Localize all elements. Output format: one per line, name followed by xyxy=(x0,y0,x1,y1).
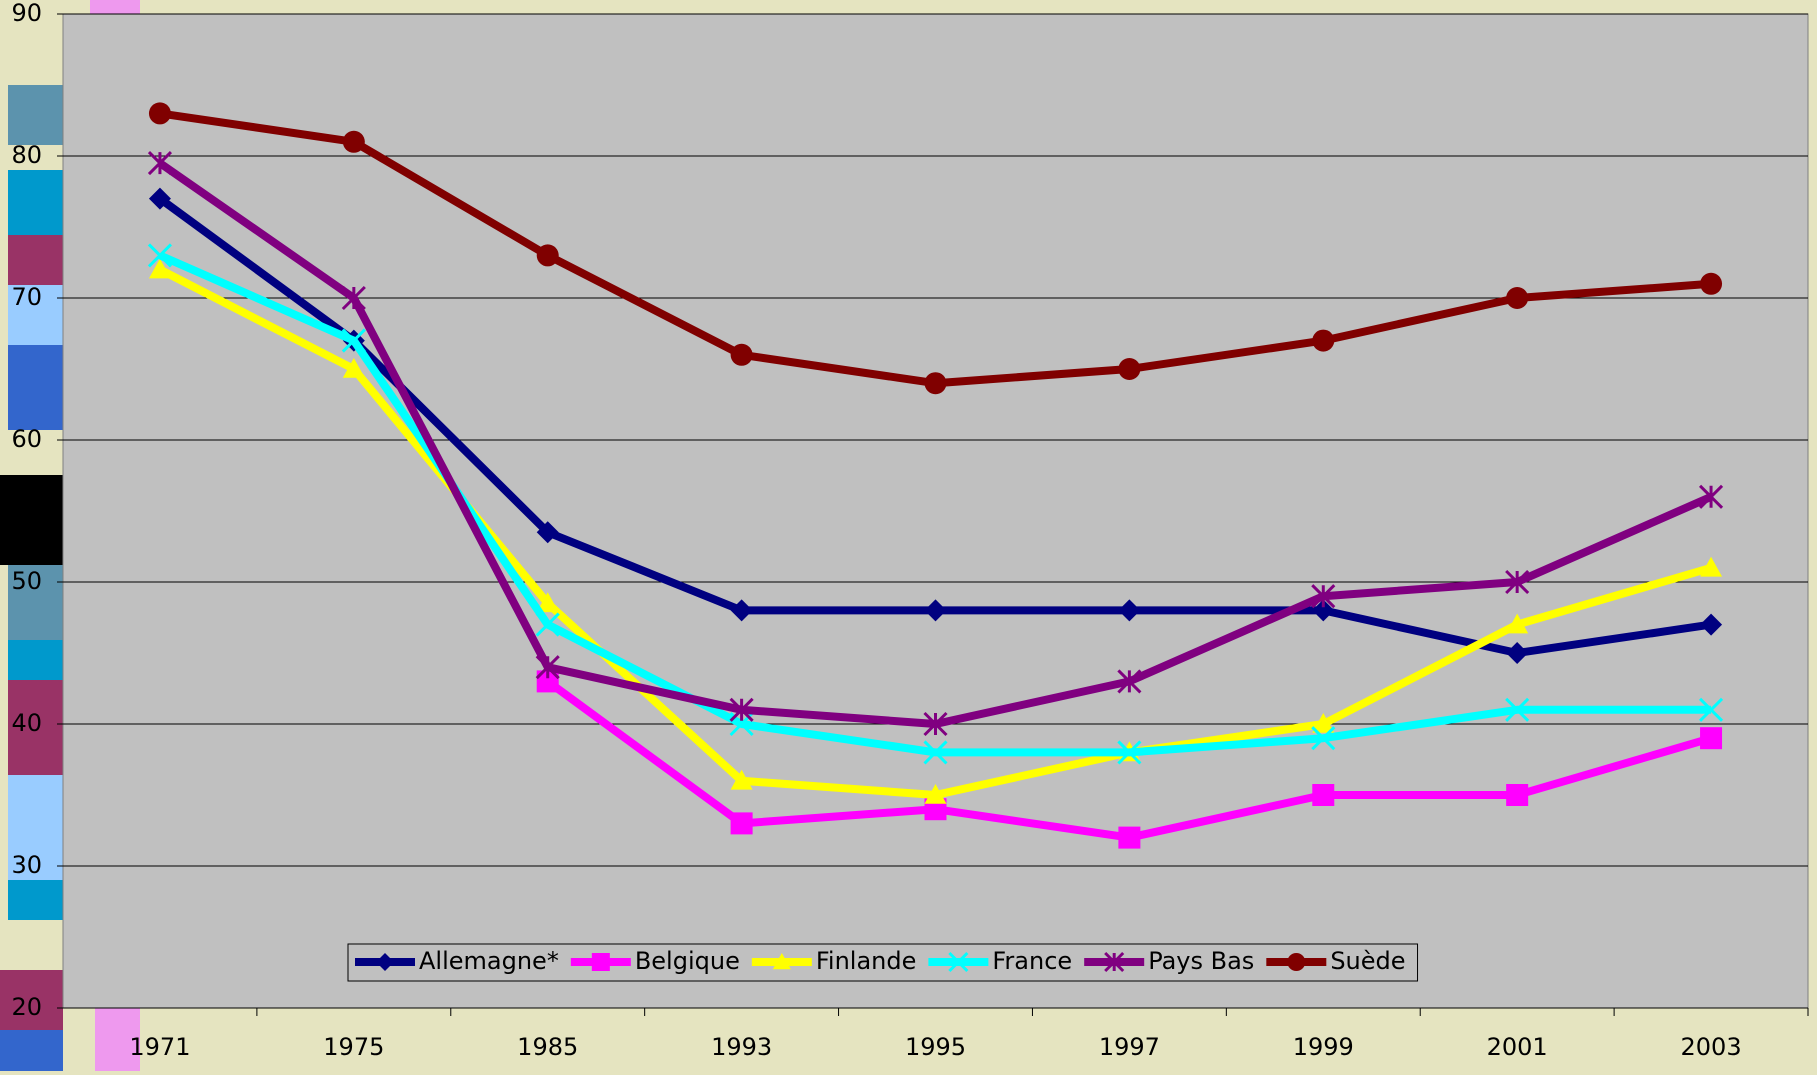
marker xyxy=(343,131,365,153)
legend-label: Pays Bas xyxy=(1148,947,1254,975)
marker xyxy=(537,244,559,266)
marker xyxy=(1312,784,1334,806)
marker xyxy=(1506,287,1528,309)
chart: 20 30 40 50 60 70 80 90 1971 1975 1985 1993 1995 1997… xyxy=(0,0,1817,1071)
marker xyxy=(1118,827,1140,849)
x-tick-label: 1995 xyxy=(905,1033,966,1061)
marker xyxy=(1700,727,1722,749)
marker xyxy=(1700,273,1722,295)
y-tick-label: 70 xyxy=(11,283,42,311)
marker xyxy=(1118,358,1140,380)
x-tick-label: 1971 xyxy=(129,1033,190,1061)
y-tick-label: 80 xyxy=(11,141,42,169)
marker xyxy=(1287,953,1305,971)
legend-label: Allemagne* xyxy=(419,947,559,975)
x-tick-label: 1985 xyxy=(517,1033,578,1061)
marker xyxy=(149,102,171,124)
x-tick-label: 1975 xyxy=(323,1033,384,1061)
y-tick-label: 60 xyxy=(11,425,42,453)
legend-label: France xyxy=(992,947,1072,975)
y-tick-label: 50 xyxy=(11,567,42,595)
x-tick-label: 2001 xyxy=(1487,1033,1548,1061)
x-tick-label: 1997 xyxy=(1099,1033,1160,1061)
legend-label: Belgique xyxy=(635,947,740,975)
legend-label: Finlande xyxy=(816,947,917,975)
marker xyxy=(731,812,753,834)
y-tick-label: 40 xyxy=(11,709,42,737)
y-tick-label: 30 xyxy=(11,851,42,879)
plot-area xyxy=(63,14,1808,1008)
page: {"chart_data": {"type": "line", "categor… xyxy=(0,0,1817,1071)
legend-label: Suède xyxy=(1330,947,1405,975)
marker xyxy=(1506,784,1528,806)
x-tick-label: 1993 xyxy=(711,1033,772,1061)
y-tick-label: 90 xyxy=(11,0,42,27)
marker xyxy=(1312,330,1334,352)
x-tick-label: 2003 xyxy=(1681,1033,1742,1061)
marker xyxy=(592,953,610,971)
x-tick-label: 1999 xyxy=(1293,1033,1354,1061)
legend: Allemagne* Belgique Finlande France Pays Bas… xyxy=(348,944,1418,981)
marker xyxy=(925,372,947,394)
y-tick-label: 20 xyxy=(11,993,42,1021)
marker xyxy=(731,344,753,366)
